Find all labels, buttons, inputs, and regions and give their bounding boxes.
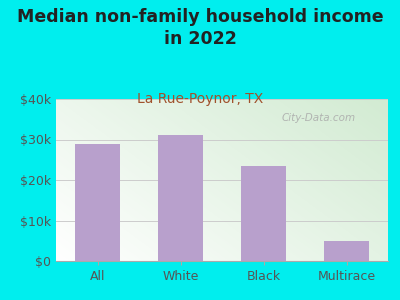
Bar [158, 135, 203, 261]
Bar [241, 166, 286, 261]
Text: Median non-family household income
in 2022: Median non-family household income in 20… [17, 8, 383, 48]
Text: La Rue-Poynor, TX: La Rue-Poynor, TX [137, 92, 263, 106]
Text: City-Data.com: City-Data.com [282, 113, 356, 123]
Bar [324, 241, 369, 261]
Bar [75, 144, 120, 261]
